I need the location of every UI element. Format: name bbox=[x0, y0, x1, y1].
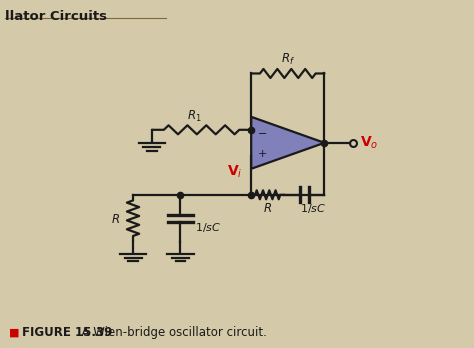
Text: $1/sC$: $1/sC$ bbox=[300, 202, 326, 215]
Text: ■: ■ bbox=[9, 328, 20, 338]
Text: $R$: $R$ bbox=[111, 213, 120, 226]
Polygon shape bbox=[251, 117, 324, 169]
Text: llator Circuits: llator Circuits bbox=[5, 10, 108, 23]
Text: $+$: $+$ bbox=[257, 148, 267, 159]
Text: $1/sC$: $1/sC$ bbox=[195, 221, 222, 234]
Text: A Wien-bridge oscillator circuit.: A Wien-bridge oscillator circuit. bbox=[74, 326, 267, 339]
Text: FIGURE 15.39: FIGURE 15.39 bbox=[22, 326, 112, 339]
Text: $R$: $R$ bbox=[263, 202, 272, 215]
Text: $\mathbf{V}_i$: $\mathbf{V}_i$ bbox=[227, 164, 243, 180]
Text: $-$: $-$ bbox=[257, 127, 267, 137]
Text: $R_1$: $R_1$ bbox=[187, 109, 202, 124]
Text: $\mathbf{V}_o$: $\mathbf{V}_o$ bbox=[360, 135, 378, 151]
Text: $R_f$: $R_f$ bbox=[281, 52, 295, 67]
